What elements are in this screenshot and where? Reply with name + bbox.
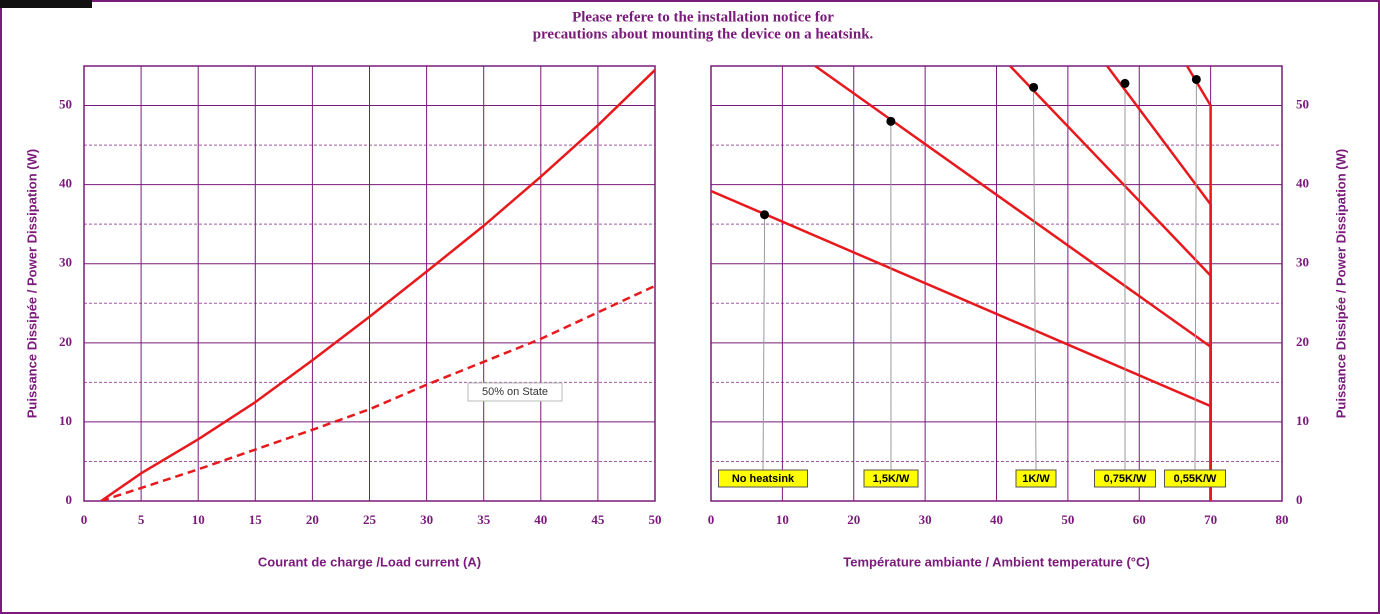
x-tick-label: 45 xyxy=(591,512,605,527)
y-tick-label: 20 xyxy=(1296,334,1309,349)
y-tick-label: 30 xyxy=(1296,255,1309,270)
y-tick-label: 0 xyxy=(66,492,73,507)
series-label: 1K/W xyxy=(1022,473,1050,485)
x-tick-label: 15 xyxy=(249,512,263,527)
series-label: 0,55K/W xyxy=(1174,473,1217,485)
x-tick-label: 0 xyxy=(708,512,715,527)
x-tick-label: 50 xyxy=(649,512,662,527)
data-point xyxy=(1029,82,1039,92)
data-point xyxy=(760,210,770,220)
x-tick-label: 60 xyxy=(1133,512,1146,527)
y-tick-label: 40 xyxy=(1296,176,1309,191)
y-tick-label: 50 xyxy=(59,97,72,112)
series-label: 0,75K/W xyxy=(1104,473,1147,485)
data-point xyxy=(1191,74,1201,84)
x-tick-label: 40 xyxy=(534,512,547,527)
y-tick-label: 10 xyxy=(1296,413,1309,428)
data-point xyxy=(886,116,896,126)
y-tick-label: 40 xyxy=(59,176,72,191)
title-line: Please refere to the installation notice… xyxy=(572,9,834,25)
label-box xyxy=(718,469,808,488)
data-line xyxy=(100,69,655,501)
x-tick-label: 5 xyxy=(138,512,145,527)
data-line xyxy=(100,284,655,501)
leader-line xyxy=(1033,87,1037,471)
y-axis-label: Puissance Dissipée / Power Dissipation (… xyxy=(24,149,39,418)
y-tick-label: 50 xyxy=(1296,97,1309,112)
y-tick-label: 30 xyxy=(59,255,72,270)
label-box xyxy=(1164,469,1226,488)
x-tick-label: 80 xyxy=(1276,512,1289,527)
x-tick-label: 25 xyxy=(363,512,377,527)
title-line: precautions about mounting the device on… xyxy=(533,26,874,42)
series-label: 1,5K/W xyxy=(873,473,910,485)
x-tick-label: 30 xyxy=(420,512,433,527)
x-tick-label: 50 xyxy=(1061,512,1074,527)
tab xyxy=(0,0,92,8)
y-tick-label: 20 xyxy=(59,334,72,349)
x-tick-label: 20 xyxy=(847,512,860,527)
data-point xyxy=(1120,78,1130,88)
y-tick-label: 0 xyxy=(1296,492,1303,507)
annotation-box xyxy=(467,382,563,402)
x-tick-label: 40 xyxy=(990,512,1003,527)
data-line xyxy=(1185,66,1212,501)
x-tick-label: 35 xyxy=(477,512,491,527)
series-label: No heatsink xyxy=(732,473,795,485)
x-axis-label: Courant de charge /Load current (A) xyxy=(258,554,481,569)
plot-border xyxy=(710,65,1283,502)
annotation: 50% on State xyxy=(482,386,548,398)
y-tick-label: 10 xyxy=(59,413,72,428)
x-tick-label: 30 xyxy=(919,512,932,527)
data-line xyxy=(711,189,1212,501)
data-line xyxy=(1009,66,1212,501)
label-box xyxy=(1015,469,1057,488)
plot-border xyxy=(83,65,656,502)
label-box xyxy=(863,469,919,488)
x-tick-label: 10 xyxy=(776,512,789,527)
y-axis-label: Puissance Dissipée / Power Dissipation (… xyxy=(1333,149,1348,418)
label-box xyxy=(1094,469,1156,488)
data-line xyxy=(814,66,1212,501)
leader-line xyxy=(762,214,766,471)
x-tick-label: 70 xyxy=(1204,512,1217,527)
leader-line xyxy=(1194,79,1197,471)
x-tick-label: 20 xyxy=(306,512,319,527)
x-tick-label: 10 xyxy=(192,512,205,527)
x-tick-label: 0 xyxy=(81,512,88,527)
x-axis-label: Température ambiante / Ambient temperatu… xyxy=(843,554,1149,569)
